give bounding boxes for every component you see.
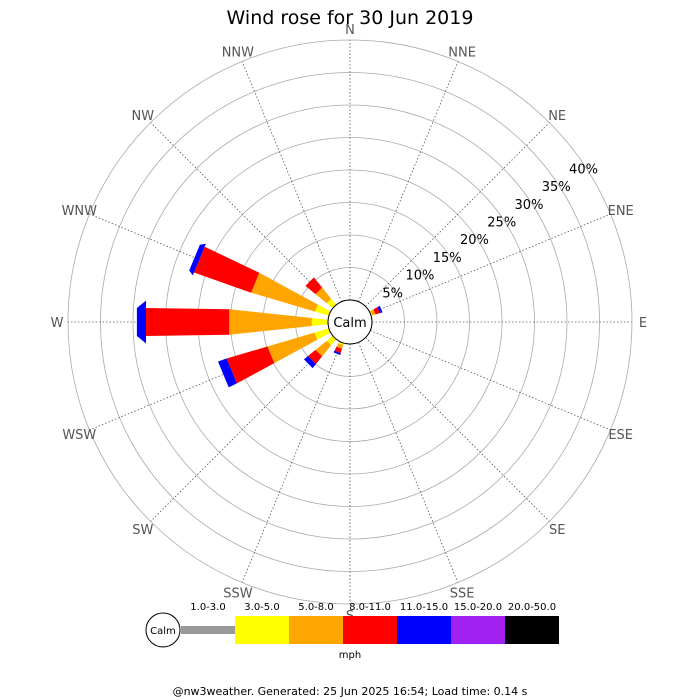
- direction-label-ne: NE: [548, 109, 566, 124]
- bar-segment-wsw-5.0-8.0: [267, 332, 318, 364]
- legend-unit-label: mph: [339, 650, 361, 661]
- direction-label-wnw: WNW: [62, 204, 98, 219]
- legend-label: 1.0-3.0: [190, 602, 225, 613]
- bar-segment-nw-8.0-11.0: [305, 277, 323, 295]
- legend-label: 20.0-50.0: [508, 602, 556, 613]
- bar-segment-sw-3.0-5.0: [326, 335, 337, 346]
- direction-label-nne: NNE: [448, 45, 476, 60]
- ring-label: 5%: [382, 286, 403, 301]
- grid-spoke: [358, 61, 459, 302]
- chart-title: Wind rose for 30 Jun 2019: [227, 7, 474, 29]
- bar-segment-wnw-5.0-8.0: [251, 272, 318, 312]
- legend-swatch-1.0-3.0: [181, 626, 235, 634]
- wind-bars: [136, 243, 383, 388]
- bar-segment-ene-5.0-8.0: [370, 309, 376, 316]
- bar-segment-ene-8.0-11.0: [373, 307, 380, 315]
- ring-label: 10%: [406, 269, 435, 284]
- grid-spoke: [358, 342, 459, 583]
- bar-segment-ene-11.0-15.0: [377, 305, 383, 314]
- grid-ring: [132, 104, 568, 540]
- legend-swatch-8.0-11.0: [343, 616, 397, 644]
- bar-segment-wsw-3.0-5.0: [314, 328, 331, 340]
- bar-segment-wnw-11.0-15.0: [189, 243, 206, 276]
- bar-segment-sw-5.0-8.0: [315, 340, 332, 357]
- bar-segment-w-5.0-8.0: [229, 309, 312, 335]
- grid-spoke: [365, 337, 550, 522]
- direction-label-wsw: WSW: [62, 428, 96, 443]
- ring-label: 40%: [569, 162, 598, 177]
- bar-segment-w-3.0-5.0: [311, 318, 328, 326]
- ring-label: 20%: [460, 233, 489, 248]
- bar-segment-ssw-3.0-5.0: [338, 341, 344, 346]
- direction-label-e: E: [639, 316, 647, 331]
- grid-spoke: [365, 122, 550, 307]
- bar-segment-nw-5.0-8.0: [315, 287, 332, 304]
- grid-spoke: [241, 61, 342, 302]
- direction-label-sse: SSE: [450, 587, 475, 602]
- bar-segment-ene-3.0-5.0: [369, 310, 373, 316]
- legend-swatch-15.0-20.0: [451, 616, 505, 644]
- direction-label-nnw: NNW: [222, 45, 254, 60]
- legend-swatch-11.0-15.0: [397, 616, 451, 644]
- bar-segment-sw-8.0-11.0: [307, 349, 323, 365]
- bar-segment-wnw-3.0-5.0: [315, 304, 331, 316]
- calm-circle: Calm: [327, 299, 373, 345]
- grid-spoke: [370, 330, 611, 431]
- footer-text: @nw3weather. Generated: 25 Jun 2025 16:5…: [173, 685, 528, 698]
- bar-segment-ssw-8.0-11.0: [334, 346, 342, 354]
- legend-label: 5.0-8.0: [298, 602, 333, 613]
- bar-segment-wsw-11.0-15.0: [218, 358, 237, 388]
- direction-label-ssw: SSW: [223, 587, 253, 602]
- bar-segment-wnw-8.0-11.0: [194, 246, 260, 293]
- grid-spoke: [241, 342, 342, 583]
- ring-label: 30%: [515, 198, 544, 213]
- direction-label-ese: ESE: [608, 428, 633, 443]
- bar-segment-wsw-8.0-11.0: [226, 346, 275, 384]
- legend-swatch-5.0-8.0: [289, 616, 343, 644]
- bar-segment-ssw-11.0-15.0: [333, 350, 341, 356]
- polar-grid: [67, 39, 633, 605]
- legend-swatch-20.0-50.0: [505, 616, 559, 644]
- calm-label: Calm: [333, 316, 366, 331]
- bar-segment-nw-3.0-5.0: [326, 298, 337, 309]
- bar-segment-w-8.0-11.0: [146, 308, 230, 336]
- grid-spoke: [150, 337, 335, 522]
- bar-segment-sw-11.0-15.0: [303, 356, 316, 369]
- ring-label: 35%: [542, 180, 571, 195]
- direction-label-nw: NW: [132, 109, 155, 124]
- direction-label-n: N: [345, 23, 355, 38]
- bar-segment-w-11.0-15.0: [136, 300, 146, 344]
- legend-calm-label: Calm: [150, 626, 176, 637]
- legend-swatch-3.0-5.0: [235, 616, 289, 644]
- direction-label-sw: SW: [132, 523, 153, 538]
- grid-spoke: [370, 213, 611, 314]
- ring-label: 15%: [433, 251, 462, 266]
- legend-label: 8.0-11.0: [349, 602, 391, 613]
- legend-label: 3.0-5.0: [244, 602, 279, 613]
- speed-legend: Calm mph 1.0-3.0 3.0-5.0 5.0-8.0 8.0-11.0 11…: [145, 602, 559, 661]
- direction-label-se: SE: [549, 523, 565, 538]
- ring-labels: 5%10% 15% 20% 25% 30% 35% 40%: [382, 162, 598, 301]
- bar-segment-ssw-5.0-8.0: [336, 343, 344, 349]
- direction-label-w: W: [51, 316, 64, 331]
- legend-label: 11.0-15.0: [400, 602, 448, 613]
- legend-label: 15.0-20.0: [454, 602, 502, 613]
- grid-spoke: [150, 122, 335, 307]
- ring-label: 25%: [487, 216, 516, 231]
- direction-label-ene: ENE: [608, 204, 634, 219]
